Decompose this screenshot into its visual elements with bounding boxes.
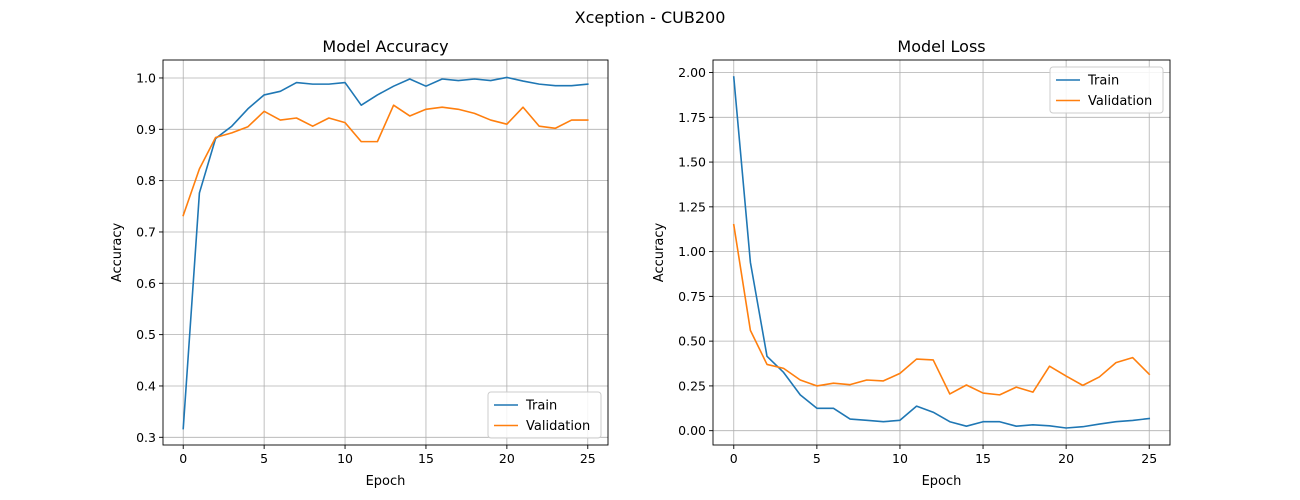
accuracy-chart: 0 5 10 15 20 25 0.3 0.4 0.5 0.6 0.7 0.8 0.9 1.0 Model …: [110, 37, 609, 489]
accuracy-validation-line: [182, 104, 589, 217]
accuracy-xtick-label: 10: [337, 451, 353, 466]
loss-x-axis-label: Epoch: [922, 474, 962, 489]
accuracy-ytick-label: 0.3: [136, 430, 156, 445]
accuracy-legend-label-train: Train: [525, 399, 557, 414]
loss-ytick-label: 1.75: [678, 110, 706, 125]
accuracy-ytick-label: 0.5: [136, 327, 156, 342]
accuracy-legend-label-validation: Validation: [526, 419, 590, 434]
accuracy-xtick-label: 25: [580, 451, 596, 466]
accuracy-xtick-label: 5: [260, 451, 268, 466]
accuracy-ytick-label: 1.0: [136, 70, 156, 85]
accuracy-chart-title: Model Accuracy: [322, 37, 448, 56]
loss-ytick-label: 1.50: [678, 155, 706, 170]
accuracy-ytick-label: 0.9: [136, 122, 156, 137]
accuracy-legend: Train Validation: [487, 391, 602, 439]
loss-legend-label-validation: Validation: [1088, 94, 1152, 109]
loss-validation-line: [732, 223, 1151, 396]
loss-ytick-label: 0.50: [678, 334, 706, 349]
loss-ytick-label: 1.25: [678, 199, 706, 214]
loss-xtick-label: 5: [813, 451, 821, 466]
loss-train-line: [732, 76, 1151, 429]
loss-ytick-label: 2.00: [678, 65, 706, 80]
loss-plot-frame: [712, 59, 1171, 446]
accuracy-x-axis-label: Epoch: [366, 474, 406, 489]
loss-legend-box: [1049, 66, 1164, 114]
accuracy-ytick-label: 0.4: [136, 378, 156, 393]
loss-legend-label-train: Train: [1087, 74, 1119, 89]
loss-ytick-label: 0.25: [678, 378, 706, 393]
loss-xtick-label: 0: [730, 451, 738, 466]
loss-ytick-label: 1.00: [678, 244, 706, 259]
accuracy-ytick-label: 0.8: [136, 173, 156, 188]
loss-legend: Train Validation: [1049, 66, 1164, 114]
loss-xtick-label: 20: [1058, 451, 1074, 466]
accuracy-train-line: [182, 76, 589, 430]
accuracy-ytick-label: 0.6: [136, 276, 156, 291]
accuracy-y-axis-label: Accuracy: [110, 223, 125, 283]
accuracy-legend-box: [487, 391, 602, 439]
loss-y-axis-label: Accuracy: [652, 223, 667, 283]
loss-xtick-label: 10: [892, 451, 908, 466]
loss-xtick-label: 15: [975, 451, 991, 466]
loss-ytick-label: 0.00: [678, 423, 706, 438]
accuracy-xtick-label: 0: [179, 451, 187, 466]
accuracy-plot-frame: [162, 59, 609, 446]
accuracy-xtick-label: 15: [418, 451, 434, 466]
loss-xtick-label: 25: [1141, 451, 1157, 466]
loss-ytick-label: 0.75: [678, 289, 706, 304]
figure-title: Xception - CUB200: [575, 8, 726, 27]
accuracy-xtick-label: 20: [499, 451, 515, 466]
loss-chart-title: Model Loss: [897, 37, 985, 56]
loss-chart: 0 5 10 15 20 25 0.00 0.25 0.50 0.75 1.00 1.25 1.50 1.…: [652, 37, 1171, 489]
accuracy-ytick-label: 0.7: [136, 224, 156, 239]
